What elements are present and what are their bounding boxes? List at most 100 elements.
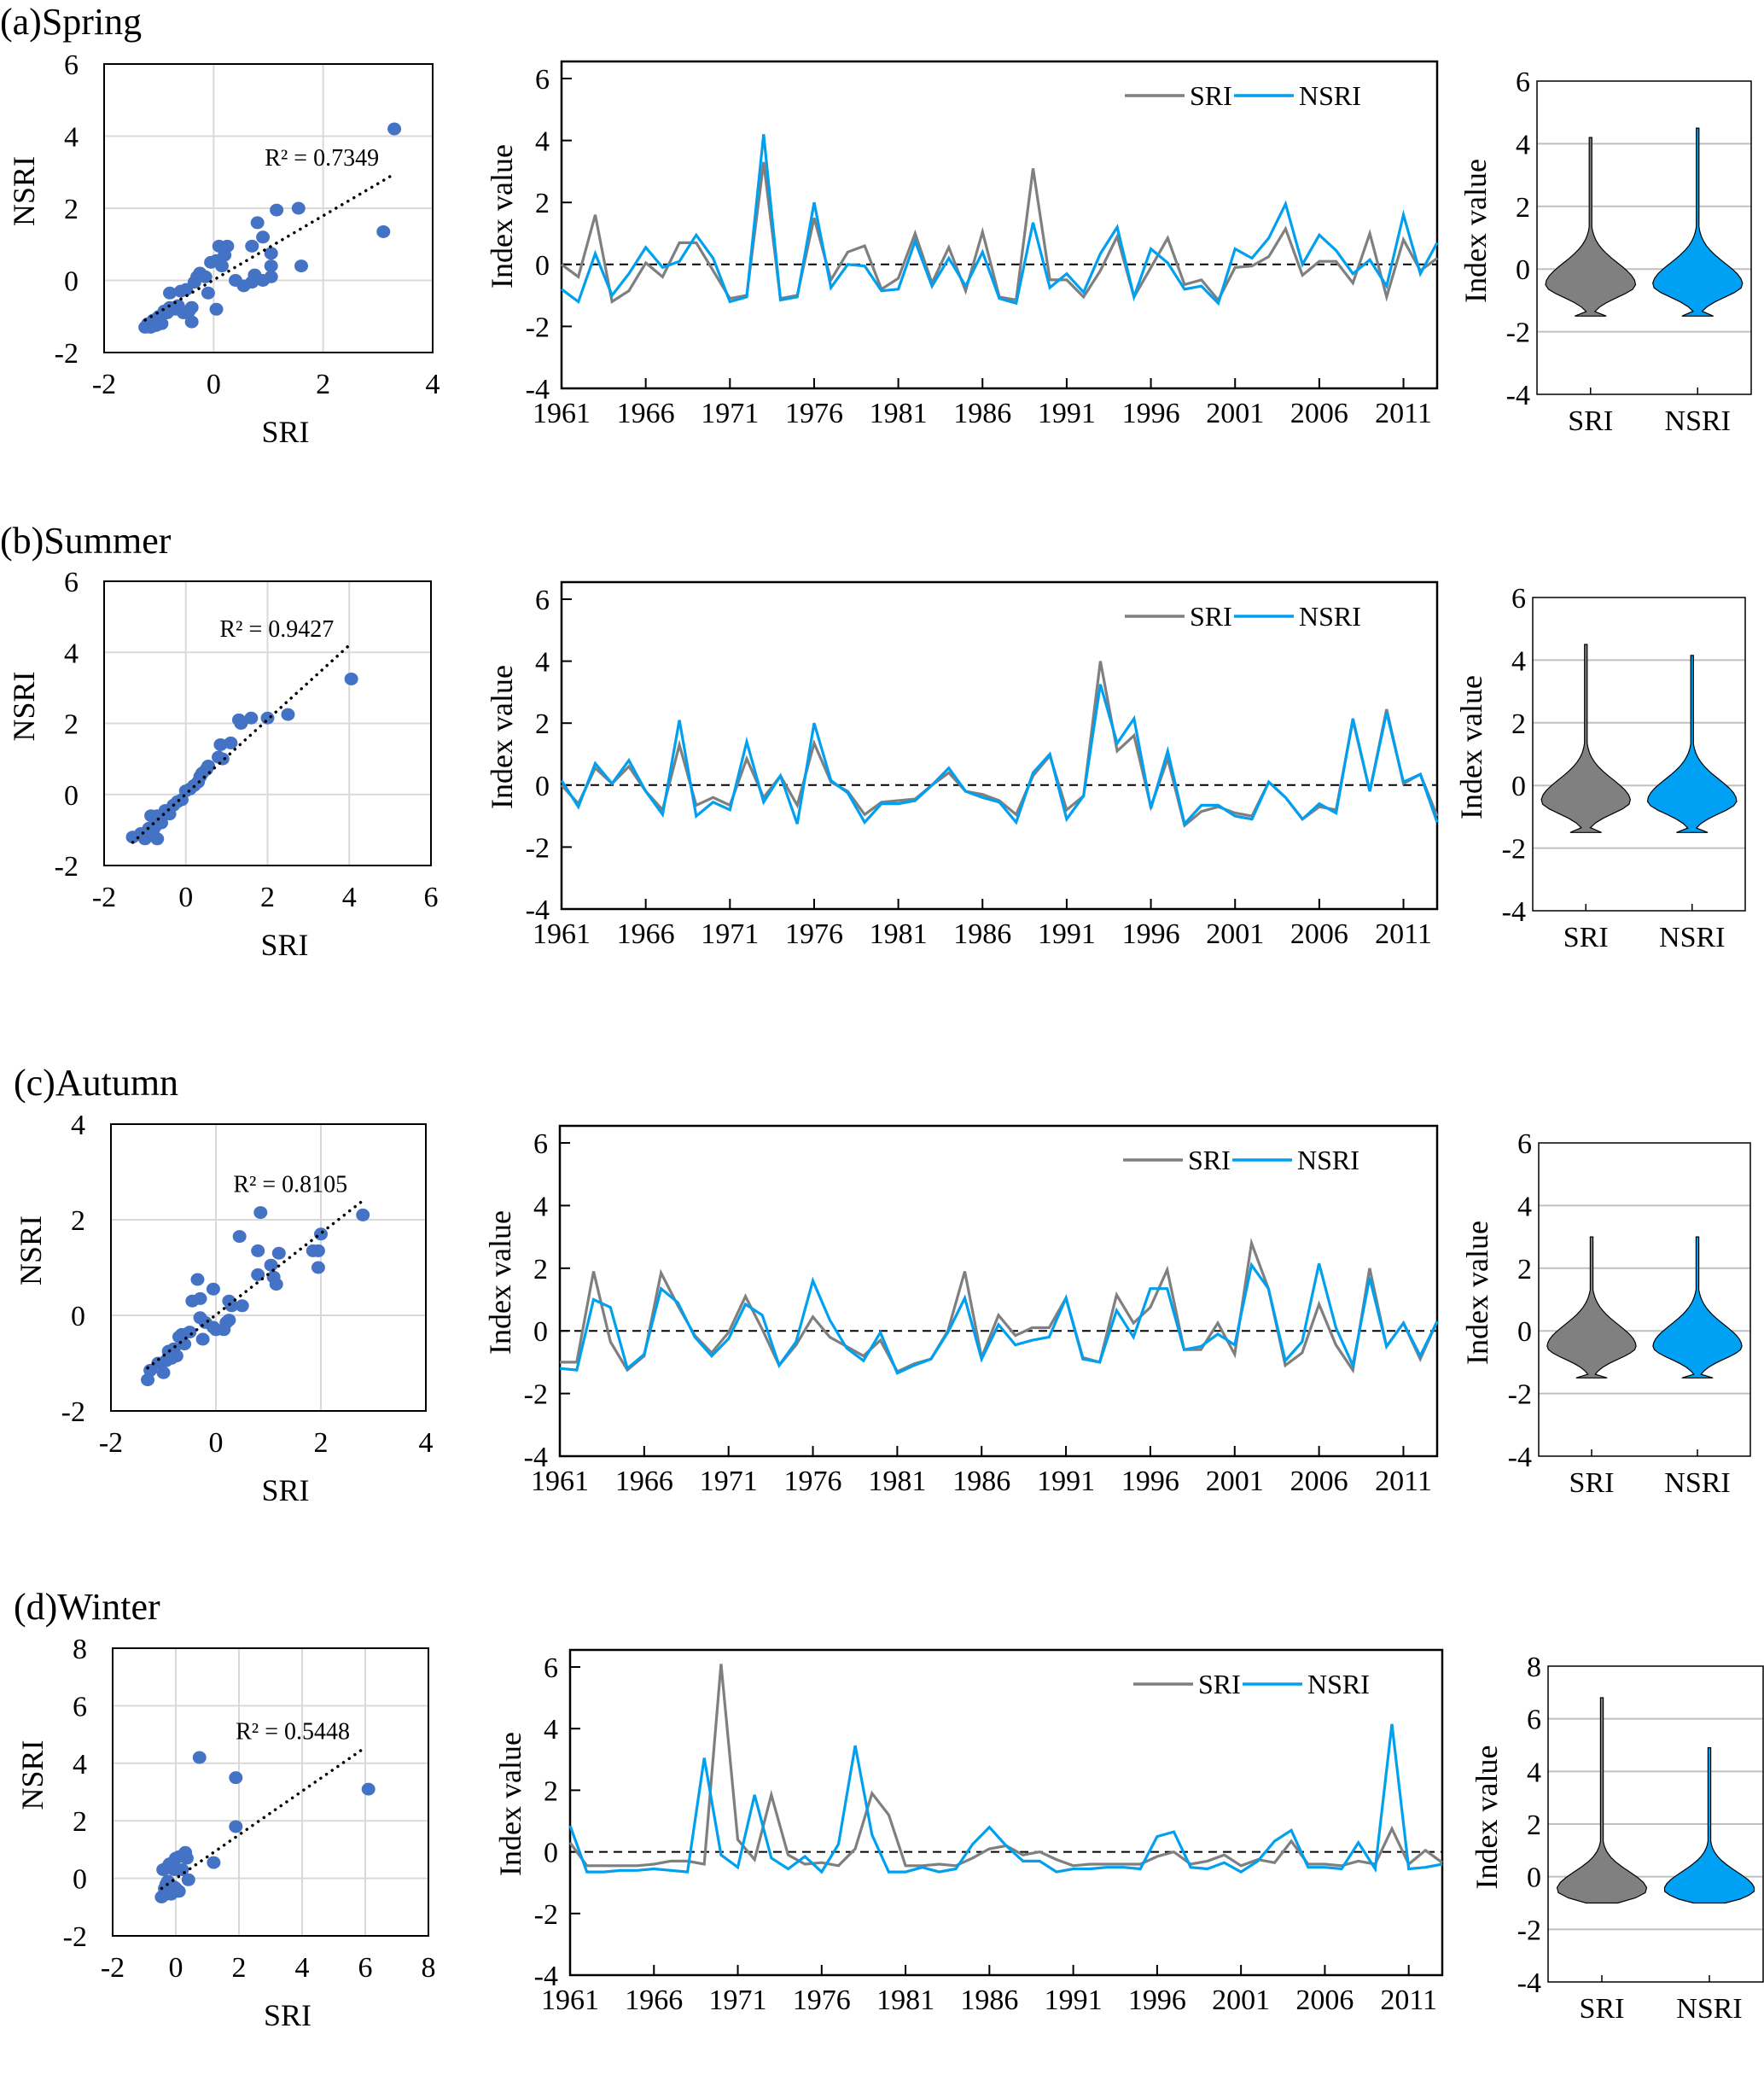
- legend: SRI NSRI: [1125, 80, 1361, 111]
- y-tick-label: -2: [55, 851, 79, 883]
- panel-title: (b)Summer: [0, 520, 172, 562]
- y-tick-label: 0: [71, 1301, 85, 1332]
- x-tick-label: 1996: [1122, 398, 1180, 429]
- violin-plot: -4 -2 0 2 4 6 8 SRI NSRI Index value: [1470, 1652, 1764, 2025]
- x-tick-label: 4: [295, 1952, 310, 1984]
- y-tick-label: 4: [64, 638, 79, 669]
- x-tick-label: SRI: [1580, 1993, 1625, 2025]
- x-tick-label: 1976: [785, 918, 843, 950]
- r-squared-label: R² = 0.9427: [219, 616, 334, 643]
- x-axis-label: SRI: [264, 1998, 311, 2032]
- x-tick-label: 1996: [1128, 1985, 1186, 2016]
- x-tick-label: 2006: [1295, 1985, 1354, 2016]
- series-line-nsri: [559, 1262, 1439, 1375]
- y-tick-label: -4: [1508, 1442, 1532, 1473]
- y-tick-label: 6: [533, 1128, 548, 1160]
- legend-label-sri: SRI: [1190, 601, 1232, 632]
- violin-sri: [1546, 1236, 1637, 1378]
- y-tick-label: 2: [535, 188, 550, 219]
- y-tick-label: -2: [526, 312, 550, 343]
- legend-label-nsri: NSRI: [1299, 601, 1361, 632]
- scatter-point: [172, 1885, 186, 1898]
- y-axis-label: Index value: [493, 1732, 527, 1876]
- y-tick-label: 0: [533, 1316, 548, 1348]
- x-tick-label: 1991: [1038, 398, 1096, 429]
- x-tick-label: 8: [422, 1952, 436, 1984]
- x-tick-label: -2: [99, 1427, 123, 1459]
- scatter-plot: -2 0 2 4 -2 0 2 4 R² = 0.8105 SRI NSRI: [14, 1110, 434, 1507]
- plot-frame: [560, 60, 1439, 390]
- x-tick-label: 1996: [1122, 918, 1180, 950]
- r-squared-label: R² = 0.7349: [265, 145, 379, 172]
- scatter-point: [183, 1326, 197, 1339]
- x-tick-label: -2: [92, 369, 116, 400]
- y-tick-label: 6: [64, 567, 79, 598]
- scatter-point: [178, 1338, 192, 1351]
- plot-frame: [1536, 80, 1752, 395]
- line-chart: -4 -2 0 2 4 6 1961 1966 1971 1976 1981 1986 1991 1996…: [485, 60, 1439, 429]
- panel-title: (d)Winter: [14, 1586, 160, 1628]
- trendline: [131, 644, 351, 844]
- x-tick-label: 1971: [709, 1985, 767, 2016]
- legend: SRI NSRI: [1125, 601, 1361, 632]
- trendline: [143, 172, 396, 322]
- y-tick-label: 2: [544, 1775, 558, 1807]
- y-tick-label: 0: [64, 780, 79, 812]
- violin-nsri: [1663, 1747, 1755, 1904]
- y-tick-label: -4: [1517, 1967, 1541, 1999]
- x-tick-label: 0: [169, 1952, 183, 1984]
- scatter-point: [314, 1227, 328, 1241]
- x-tick-label: 1991: [1045, 1985, 1103, 2016]
- legend-label-sri: SRI: [1198, 1669, 1241, 1699]
- scatter-point: [201, 286, 215, 300]
- scatter-point: [232, 1230, 247, 1244]
- y-tick-label: 0: [64, 266, 79, 298]
- scatter-point: [193, 1291, 207, 1305]
- plot-frame: [110, 1123, 427, 1412]
- y-tick-label: 2: [71, 1205, 85, 1237]
- x-tick-label: 1976: [784, 1466, 842, 1497]
- y-tick-label: 8: [73, 1634, 87, 1665]
- scatter-point: [229, 1771, 243, 1785]
- violin-sri: [1540, 644, 1632, 833]
- x-tick-label: 1971: [700, 1466, 758, 1497]
- y-tick-label: 6: [1516, 67, 1530, 98]
- plot-frame: [103, 580, 432, 866]
- y-axis-label: Index value: [485, 665, 519, 809]
- scatter-point: [206, 1282, 220, 1296]
- violin-nsri: [1652, 127, 1744, 317]
- y-axis-label: Index value: [485, 144, 519, 289]
- y-axis-label: Index value: [483, 1210, 517, 1355]
- x-tick-label: 1961: [533, 918, 591, 950]
- scatter-point: [229, 1820, 243, 1833]
- y-tick-label: 0: [1511, 771, 1526, 802]
- scatter-point: [150, 832, 165, 846]
- legend: SRI NSRI: [1123, 1145, 1359, 1175]
- x-tick-label: NSRI: [1664, 1467, 1730, 1499]
- y-axis-label: NSRI: [14, 1215, 48, 1285]
- x-tick-label: 1966: [615, 1466, 673, 1497]
- scatter-point: [222, 1314, 236, 1327]
- y-tick-label: 0: [535, 771, 550, 802]
- x-tick-label: 4: [419, 1427, 434, 1459]
- scatter-point: [198, 270, 212, 283]
- plot-frame: [103, 63, 434, 353]
- y-tick-label: 4: [535, 126, 550, 158]
- y-tick-label: 6: [1511, 583, 1526, 615]
- scatter-plot: -2 0 2 4 -2 0 2 4 6 R² = 0.7349 SRI NSRI: [7, 50, 440, 449]
- y-tick-label: 6: [535, 585, 550, 616]
- scatter-point: [169, 1349, 183, 1363]
- scatter-plot: -2 0 2 4 6 8 -2 0 2 4 6 8 R² = 0.5448 SRI NSRI: [15, 1634, 436, 2032]
- r-squared-label: R² = 0.5448: [236, 1718, 350, 1745]
- x-tick-label: 6: [358, 1952, 373, 1984]
- x-tick-label: -2: [101, 1952, 125, 1984]
- scatter-point: [260, 711, 275, 725]
- y-tick-label: 4: [1511, 645, 1526, 677]
- y-tick-label: 2: [64, 709, 79, 741]
- scatter-point: [224, 1299, 239, 1313]
- scatter-point: [311, 1244, 325, 1257]
- x-tick-label: 1976: [793, 1985, 851, 2016]
- y-tick-label: 6: [1527, 1705, 1541, 1736]
